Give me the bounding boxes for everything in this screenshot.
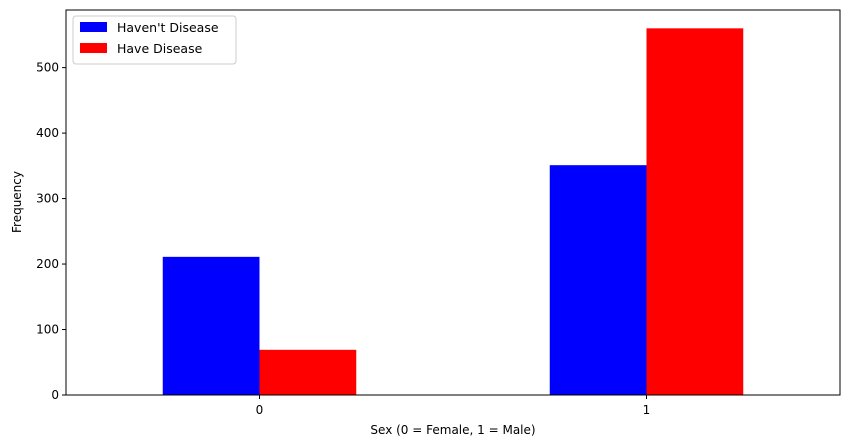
y-tick-label: 400 [36,126,59,140]
x-tick-label: 0 [256,403,264,417]
y-axis-ticks: 0 100 200 300 400 500 [36,61,66,402]
bar-have-disease-cat-1 [646,28,744,395]
legend-box [72,15,237,65]
legend: Haven't Disease Have Disease [72,15,237,65]
y-tick-label: 100 [36,323,59,337]
y-tick-label: 300 [36,192,59,206]
legend-swatch-havent-disease [80,22,107,32]
bar-have-disease-cat-0 [259,349,357,395]
bar-haven-t-disease-cat-0 [162,256,260,395]
legend-label-havent-disease: Haven't Disease [117,20,219,35]
legend-swatch-have-disease [80,43,107,53]
plot-frame [65,9,841,396]
bars-layer [162,28,744,395]
y-tick-label: 0 [51,388,59,402]
y-tick-label: 500 [36,61,59,75]
y-axis-label: Frequency [10,171,24,233]
legend-label-have-disease: Have Disease [117,41,203,56]
y-tick-label: 200 [36,257,59,271]
x-tick-label: 1 [643,403,651,417]
x-axis-label: Sex (0 = Female, 1 = Male) [370,423,535,437]
bar-haven-t-disease-cat-1 [549,165,647,395]
